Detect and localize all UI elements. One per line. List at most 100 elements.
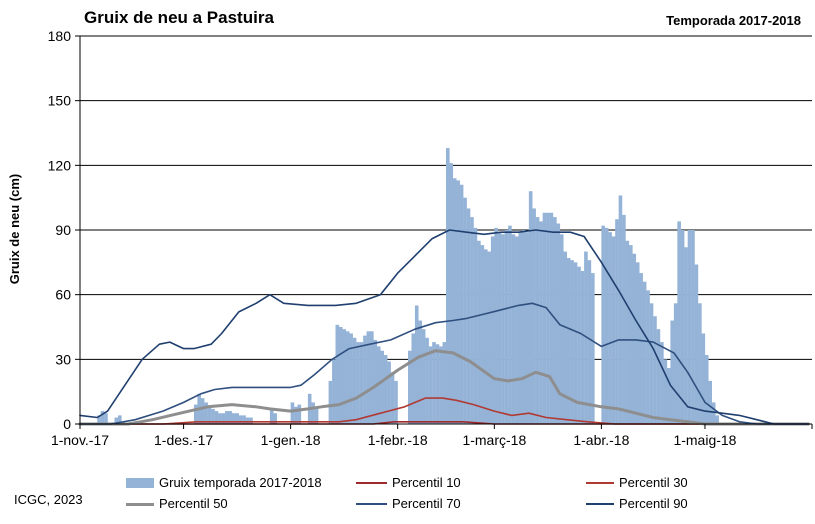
- percentile-line: [79, 302, 810, 425]
- snow-depth-bar: [228, 411, 233, 424]
- snow-depth-bar: [193, 404, 198, 424]
- snow-depth-bar: [673, 303, 678, 424]
- snow-depth-bar: [432, 342, 436, 424]
- snow-depth-bar: [501, 234, 505, 424]
- snow-depth-bar: [577, 266, 581, 424]
- x-tick-label: 1-abr.-18: [573, 432, 629, 448]
- snow-depth-bar: [563, 251, 567, 424]
- snow-depth-bar: [660, 342, 664, 424]
- legend-swatch-line: [586, 482, 614, 484]
- legend-label: Percentil 30: [619, 475, 688, 490]
- snow-depth-bar: [459, 184, 464, 424]
- snow-depth-bar: [521, 230, 526, 424]
- legend-swatch-line: [356, 482, 387, 484]
- snow-depth-bar: [363, 335, 367, 424]
- chart-subtitle: Temporada 2017-2018: [666, 13, 801, 28]
- snow-depth-bar: [666, 367, 671, 424]
- snow-depth-bar: [418, 320, 422, 424]
- snow-depth-bar: [394, 380, 398, 424]
- snow-depth-bar: [352, 337, 357, 424]
- snow-depth-bar: [691, 230, 695, 424]
- x-tick-label: 1-gen.-18: [261, 432, 321, 448]
- snow-depth-bar: [687, 230, 692, 424]
- snow-depth-bar: [670, 320, 675, 424]
- snow-depth-bar: [546, 212, 550, 424]
- y-tick-label: 180: [48, 28, 72, 44]
- snow-depth-bar: [625, 240, 630, 424]
- snow-depth-bar: [573, 262, 578, 424]
- snow-depth-bar: [559, 234, 564, 424]
- snow-depth-bar: [601, 225, 605, 424]
- snow-depth-bar: [656, 329, 661, 424]
- snow-depth-bar: [204, 402, 208, 424]
- snow-depth-bar: [553, 217, 557, 424]
- snow-depth-bar: [639, 273, 643, 424]
- snow-depth-bar: [677, 221, 681, 424]
- snow-depth-bar: [642, 281, 647, 424]
- snow-depth-bar: [104, 413, 108, 424]
- snow-depth-bar: [373, 339, 378, 424]
- snow-depth-bar: [439, 346, 443, 424]
- snow-depth-bars: [97, 148, 719, 425]
- snow-depth-bar: [504, 230, 509, 424]
- legend-swatch-line: [126, 503, 154, 506]
- snow-depth-bar: [587, 260, 592, 424]
- snow-depth-bar: [615, 219, 619, 424]
- legend-swatch-bar: [126, 478, 154, 488]
- snow-depth-bar: [515, 236, 519, 424]
- snow-depth-bar: [200, 398, 205, 424]
- snow-depth-bar: [580, 270, 585, 424]
- snow-depth-bar: [425, 337, 429, 424]
- snow-depth-bar: [314, 406, 319, 424]
- snow-depth-bar: [608, 232, 612, 424]
- snow-depth-bar: [694, 264, 699, 424]
- snow-depth-bar: [211, 408, 215, 424]
- percentile-line: [79, 229, 810, 425]
- snow-depth-bar: [207, 406, 212, 424]
- snow-depth-bar: [473, 227, 478, 424]
- snow-depth-bar: [684, 247, 688, 424]
- y-tick-label: 120: [48, 157, 72, 173]
- credit: ICGC, 2023: [14, 492, 83, 507]
- snow-depth-bar: [591, 273, 595, 424]
- legend-swatch-line: [586, 503, 614, 505]
- snow-depth-bar: [452, 178, 457, 424]
- snow-depth-bar: [470, 217, 474, 424]
- legend-swatch-line: [356, 503, 387, 505]
- snow-depth-bar: [342, 329, 347, 424]
- snow-depth-bar: [497, 232, 502, 424]
- snow-depth-bar: [680, 230, 685, 424]
- snow-depth-bar: [294, 406, 298, 424]
- axes: 0 30 60 90 120 150 180 1-nov.-17 1-des.-17 1-gen.…: [48, 28, 813, 448]
- snow-depth-bar: [711, 402, 716, 424]
- snow-depth-bar: [100, 411, 105, 424]
- snow-depth-bar: [570, 260, 574, 424]
- snow-depth-bar: [532, 208, 536, 424]
- snow-depth-bar: [629, 245, 633, 424]
- snow-depth-bar: [335, 324, 340, 424]
- snow-depth-bar: [604, 227, 609, 424]
- snow-depth-bar: [456, 180, 460, 424]
- snow-depth-bar: [238, 415, 243, 424]
- snow-depth-bar: [290, 402, 295, 424]
- snow-depth-bar: [463, 197, 467, 424]
- snow-depth-bar: [225, 411, 229, 424]
- snow-depth-bar: [269, 408, 274, 424]
- y-tick-label: 0: [63, 416, 71, 432]
- snow-depth-bar: [273, 413, 277, 424]
- snow-depth-bar: [242, 415, 246, 424]
- snow-depth-bar: [442, 342, 447, 424]
- snow-depth-bar: [494, 227, 498, 424]
- snow-depth-bar: [446, 148, 450, 425]
- snow-depth-bar: [704, 355, 709, 424]
- legend-label: Gruix temporada 2017-2018: [159, 475, 322, 490]
- snow-depth-bar: [421, 329, 426, 424]
- snow-depth-bar: [245, 417, 250, 424]
- snow-depth-bar: [356, 342, 360, 424]
- snow-depth-bar: [328, 380, 333, 424]
- snow-depth-bar: [635, 262, 640, 424]
- snow-depth-bar: [663, 359, 668, 424]
- snow-depth-bar: [708, 380, 713, 424]
- snow-depth-bar: [525, 232, 530, 424]
